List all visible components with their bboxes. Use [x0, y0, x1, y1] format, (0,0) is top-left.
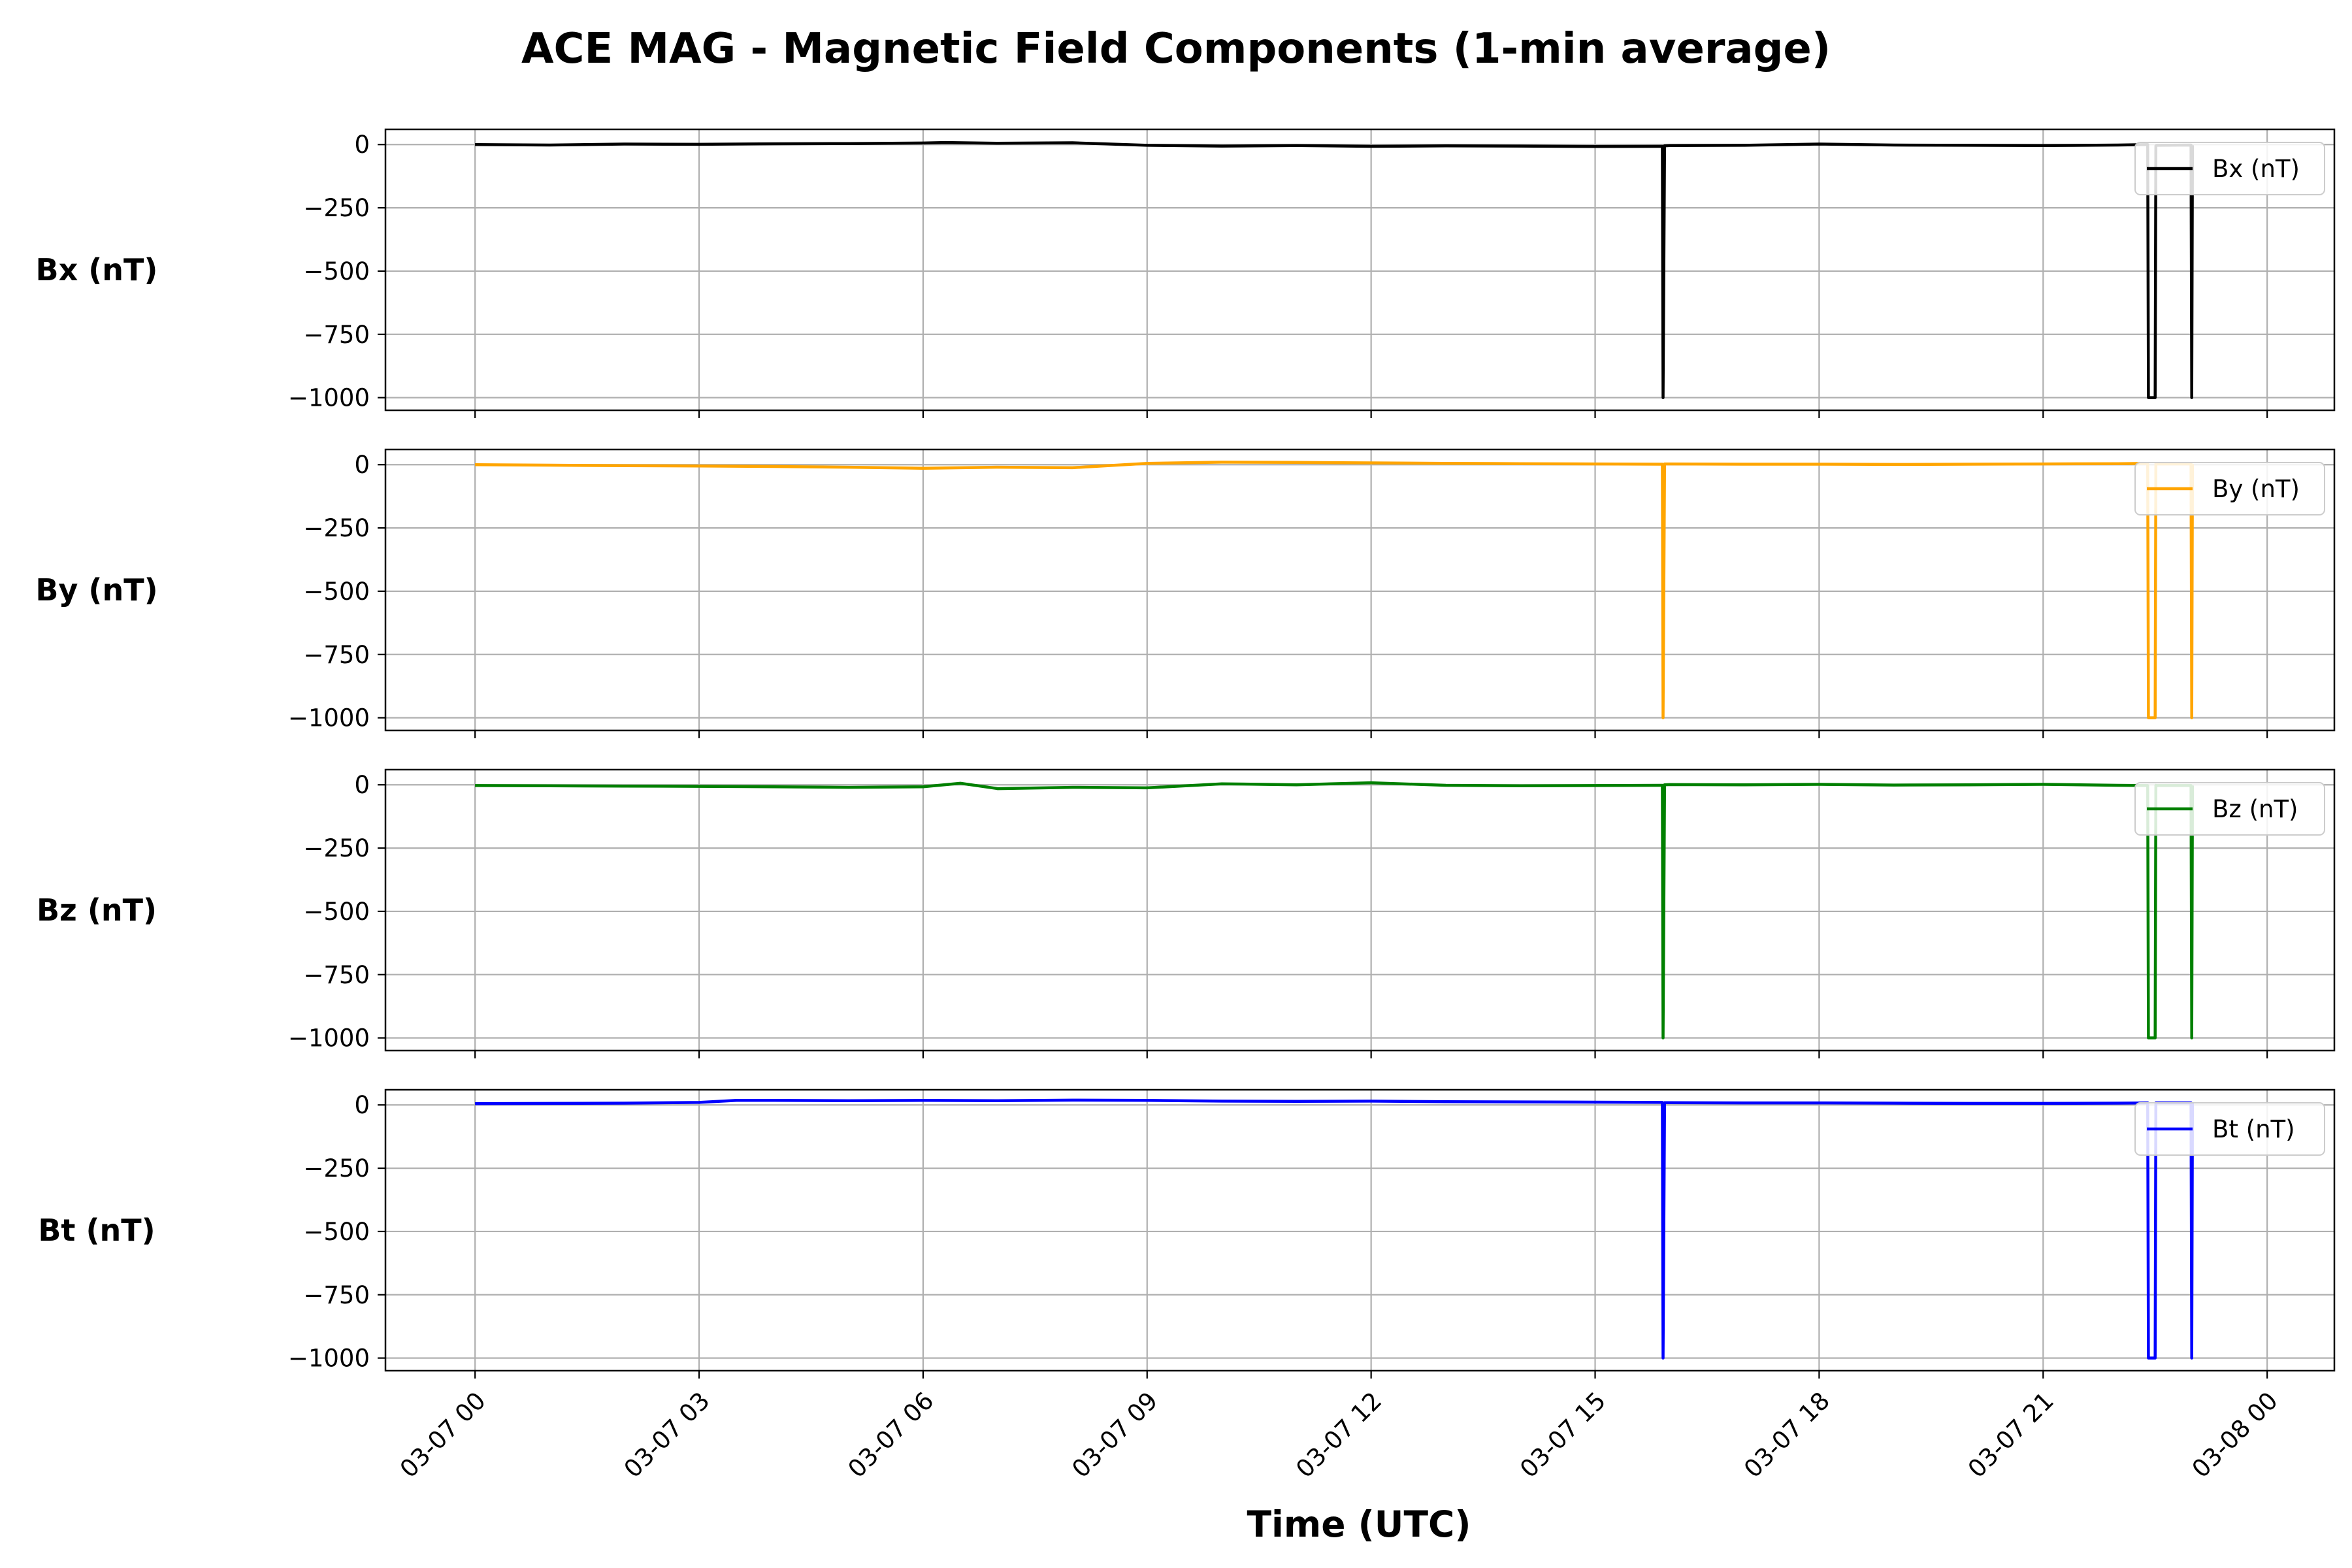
legend: By (nT)	[2134, 462, 2325, 515]
panel-frame	[384, 128, 2336, 412]
y-tick-label: −500	[303, 898, 370, 926]
y-tick-label: −250	[303, 1154, 370, 1183]
x-tick-label: 03-07 03	[619, 1386, 715, 1483]
y-axis-label: Bt (nT)	[38, 1213, 155, 1248]
y-axis-label: By (nT)	[35, 572, 157, 608]
y-tick-label: 0	[354, 771, 370, 799]
series-line-3	[475, 781, 2195, 1039]
chart-title: ACE MAG - Magnetic Field Components (1-m…	[521, 25, 1831, 73]
y-tick-label: −1000	[288, 704, 370, 732]
legend: Bt (nT)	[2134, 1102, 2325, 1156]
legend-box	[2134, 1102, 2325, 1156]
legend-label: By (nT)	[2212, 475, 2300, 503]
y-tick-label: −250	[303, 194, 370, 222]
x-tick-label: 03-07 18	[1739, 1386, 1835, 1483]
legend-box	[2134, 462, 2325, 515]
panel-4: 0 −250 −500 −750 −1000 Bt (nT) Bt (nT)	[38, 1088, 2336, 1379]
legend-label: Bz (nT)	[2212, 795, 2298, 823]
panel-frame	[384, 768, 2336, 1052]
y-tick-label: 0	[354, 1091, 370, 1119]
panel-2: 0 −250 −500 −750 −1000 By (nT) By (nT)	[35, 448, 2336, 738]
panel-frame	[384, 448, 2336, 732]
y-tick-label: −250	[303, 834, 370, 862]
panel-frame	[384, 1088, 2336, 1372]
x-axis-label: Time (UTC)	[1247, 1503, 1471, 1545]
y-tick-label: −500	[303, 1218, 370, 1246]
y-tick-label: −1000	[288, 384, 370, 412]
y-tick-label: 0	[354, 451, 370, 479]
x-tick-label: 03-07 21	[1963, 1386, 2059, 1483]
legend-box	[2134, 142, 2325, 195]
legend-label: Bt (nT)	[2212, 1115, 2295, 1143]
x-tick-label: 03-07 00	[395, 1386, 491, 1483]
y-axis-label: Bx (nT)	[36, 252, 158, 287]
legend: Bx (nT)	[2134, 142, 2325, 195]
y-tick-label: −750	[303, 1281, 370, 1309]
y-tick-label: −1000	[288, 1024, 370, 1053]
y-tick-label: 0	[354, 131, 370, 159]
x-tick-label: 03-07 09	[1066, 1386, 1163, 1483]
y-tick-label: −250	[303, 514, 370, 542]
series-line-1	[475, 140, 2195, 399]
y-axis-label: Bz (nT)	[37, 892, 157, 928]
x-tick-label: 03-08 00	[2187, 1386, 2283, 1483]
y-tick-label: −500	[303, 578, 370, 606]
y-tick-label: −500	[303, 257, 370, 286]
legend: Bz (nT)	[2134, 782, 2325, 836]
x-tick-label: 03-07 15	[1514, 1386, 1611, 1483]
y-tick-label: −750	[303, 321, 370, 349]
chart-panels: 0 −250 −500 −750 −1000 Bx (nT) Bx (nT) 0 −250 −50…	[35, 128, 2336, 1379]
series-line-4	[475, 1098, 2195, 1360]
panel-1: 0 −250 −500 −750 −1000 Bx (nT) Bx (nT)	[36, 128, 2336, 418]
panel-3: 0 −250 −500 −750 −1000 Bz (nT) Bz (nT)	[37, 768, 2336, 1058]
y-tick-label: −1000	[288, 1345, 370, 1373]
x-tick-label: 03-07 12	[1290, 1386, 1387, 1483]
y-tick-label: −750	[303, 641, 370, 669]
y-tick-label: −750	[303, 961, 370, 989]
x-axis-ticks: 03-07 00 03-07 03 03-07 06 03-07 09 03-07 12…	[395, 1386, 2283, 1483]
x-tick-label: 03-07 06	[843, 1386, 939, 1483]
legend-label: Bx (nT)	[2212, 155, 2300, 183]
series-line-2	[475, 461, 2195, 719]
legend-box	[2134, 782, 2325, 836]
